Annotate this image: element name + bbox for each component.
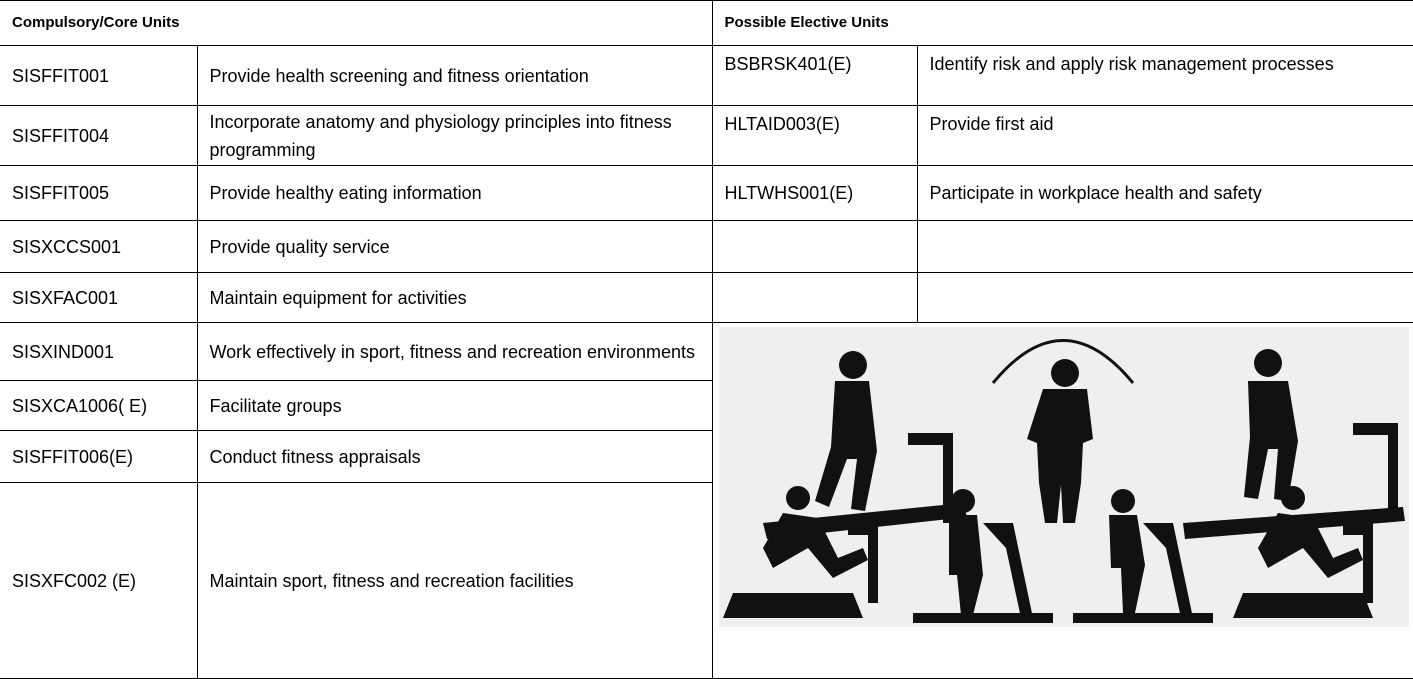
- unit-title: Identify risk and apply risk management …: [916, 45, 1413, 106]
- unit-code: BSBRSK401(E): [711, 45, 918, 106]
- empty-cell: [711, 220, 918, 273]
- header-cell: Compulsory/Core Units: [0, 0, 713, 46]
- image-cell: [711, 322, 1413, 679]
- empty-cell: [916, 220, 1413, 273]
- unit-title: Provide first aid: [916, 105, 1413, 166]
- empty-cell: [711, 272, 918, 323]
- unit-code: SISFFIT006(E): [0, 430, 198, 483]
- unit-code: HLTWHS001(E): [711, 165, 918, 221]
- unit-title: Maintain sport, fitness and recreation f…: [196, 482, 712, 679]
- unit-title: Conduct fitness appraisals: [196, 430, 712, 483]
- unit-code: SISFFIT001: [0, 45, 198, 106]
- unit-code: SISXFAC001: [0, 272, 198, 323]
- unit-title: Incorporate anatomy and physiology princ…: [196, 105, 713, 166]
- fitness-silhouettes: [718, 327, 1409, 627]
- unit-title: Facilitate groups: [196, 380, 712, 431]
- header-cell: Possible Elective Units: [711, 0, 1413, 46]
- empty-cell: [916, 272, 1413, 323]
- unit-code: SISFFIT004: [0, 105, 198, 166]
- unit-title: Work effectively in sport, fitness and r…: [196, 322, 713, 381]
- unit-code: HLTAID003(E): [711, 105, 918, 166]
- unit-title: Provide quality service: [196, 220, 713, 273]
- unit-title: Maintain equipment for activities: [196, 272, 713, 323]
- unit-code: SISXCCS001: [0, 220, 198, 273]
- unit-title: Provide health screening and fitness ori…: [196, 45, 713, 106]
- unit-code: SISFFIT005: [0, 165, 198, 221]
- unit-code: SISXIND001: [0, 322, 198, 381]
- silhouettes: [722, 339, 1405, 623]
- unit-title: Participate in workplace health and safe…: [916, 165, 1413, 221]
- unit-code: SISXCA1006( E): [0, 380, 198, 431]
- unit-title: Provide healthy eating information: [196, 165, 713, 221]
- unit-code: SISXFC002 (E): [0, 482, 198, 679]
